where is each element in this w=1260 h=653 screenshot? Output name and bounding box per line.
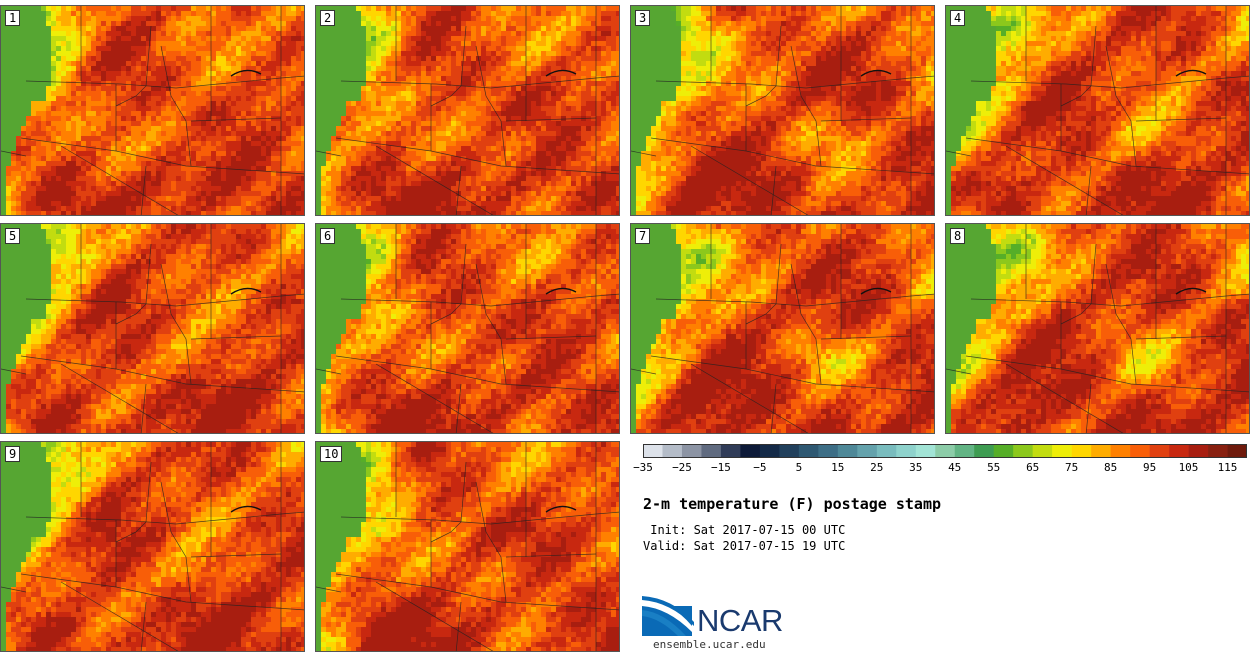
ncar-logo-icon [642,596,694,636]
colorbar-tick-label: −5 [753,461,766,474]
member-number-label: 10 [320,446,343,462]
ensemble-member-map: 9 [0,441,305,652]
colorbar-bin [876,444,897,458]
ensemble-url: ensemble.ucar.edu [653,638,766,651]
colorbar-bin [857,444,878,458]
temperature-colorbar [643,444,1247,458]
colorbar-bin [1130,444,1150,458]
ensemble-member-map: 1 [0,5,305,216]
colorbar-bin [935,444,956,458]
colorbar-bin [837,444,858,458]
colorbar-bin [954,444,975,458]
colorbar-bin [759,444,780,458]
colorbar-bin [896,444,917,458]
colorbar-bin [643,444,663,458]
colorbar-bin [681,444,702,458]
colorbar-tick-label: 65 [1026,461,1039,474]
ensemble-member-map: 10 [315,441,620,652]
member-number-label: 8 [950,228,966,244]
member-number-label: 4 [950,10,966,26]
colorbar-tick-label: 35 [909,461,922,474]
colorbar-tick-label: −25 [672,461,692,474]
colorbar-tick-label: −35 [633,461,653,474]
colorbar-tick-label: 75 [1065,461,1078,474]
ensemble-member-map: 3 [630,5,935,216]
member-number-label: 6 [320,228,336,244]
ensemble-member-map: 8 [945,223,1250,434]
colorbar-bin [1169,444,1189,458]
ncar-logo-text: NCAR [697,603,783,639]
colorbar-bin [1052,444,1072,458]
valid-time: Valid: Sat 2017-07-15 19 UTC [643,539,845,553]
colorbar-tick-label: 115 [1218,461,1238,474]
colorbar-tick-label: 25 [870,461,883,474]
colorbar-tick-label: −15 [711,461,731,474]
member-number-label: 5 [5,228,21,244]
colorbar-bin [1071,444,1092,458]
member-number-label: 7 [635,228,651,244]
ensemble-member-map: 7 [630,223,935,434]
colorbar-tick-label: 95 [1143,461,1156,474]
colorbar-bin [720,444,741,458]
colorbar-tick-label: 5 [796,461,803,474]
colorbar-bin [974,444,995,458]
colorbar-tick-label: 105 [1179,461,1199,474]
colorbar-bin [662,444,683,458]
colorbar-tick-label: 55 [987,461,1000,474]
colorbar-bin [993,444,1014,458]
colorbar-bin [779,444,800,458]
ensemble-member-map: 4 [945,5,1250,216]
colorbar-bin [818,444,839,458]
ensemble-member-map: 2 [315,5,620,216]
init-time: Init: Sat 2017-07-15 00 UTC [643,523,845,537]
colorbar-bin [1091,444,1111,458]
member-number-label: 9 [5,446,21,462]
figure-title: 2-m temperature (F) postage stamp [643,495,941,513]
colorbar-bin [798,444,819,458]
colorbar-bin [701,444,722,458]
colorbar-bin [1032,444,1053,458]
colorbar-tick-label: 15 [831,461,844,474]
colorbar-bin [740,444,761,458]
colorbar-bin [1149,444,1170,458]
ensemble-member-map: 6 [315,223,620,434]
colorbar-tick-label: 45 [948,461,961,474]
colorbar-bin [915,444,936,458]
ensemble-member-map: 5 [0,223,305,434]
member-number-label: 2 [320,10,336,26]
colorbar-bin [1188,444,1209,458]
member-number-label: 1 [5,10,21,26]
colorbar-bin [1208,444,1228,458]
colorbar-bin [1227,444,1247,458]
colorbar-bin [1110,444,1131,458]
member-number-label: 3 [635,10,651,26]
colorbar-bin [1013,444,1033,458]
colorbar-tick-label: 85 [1104,461,1117,474]
